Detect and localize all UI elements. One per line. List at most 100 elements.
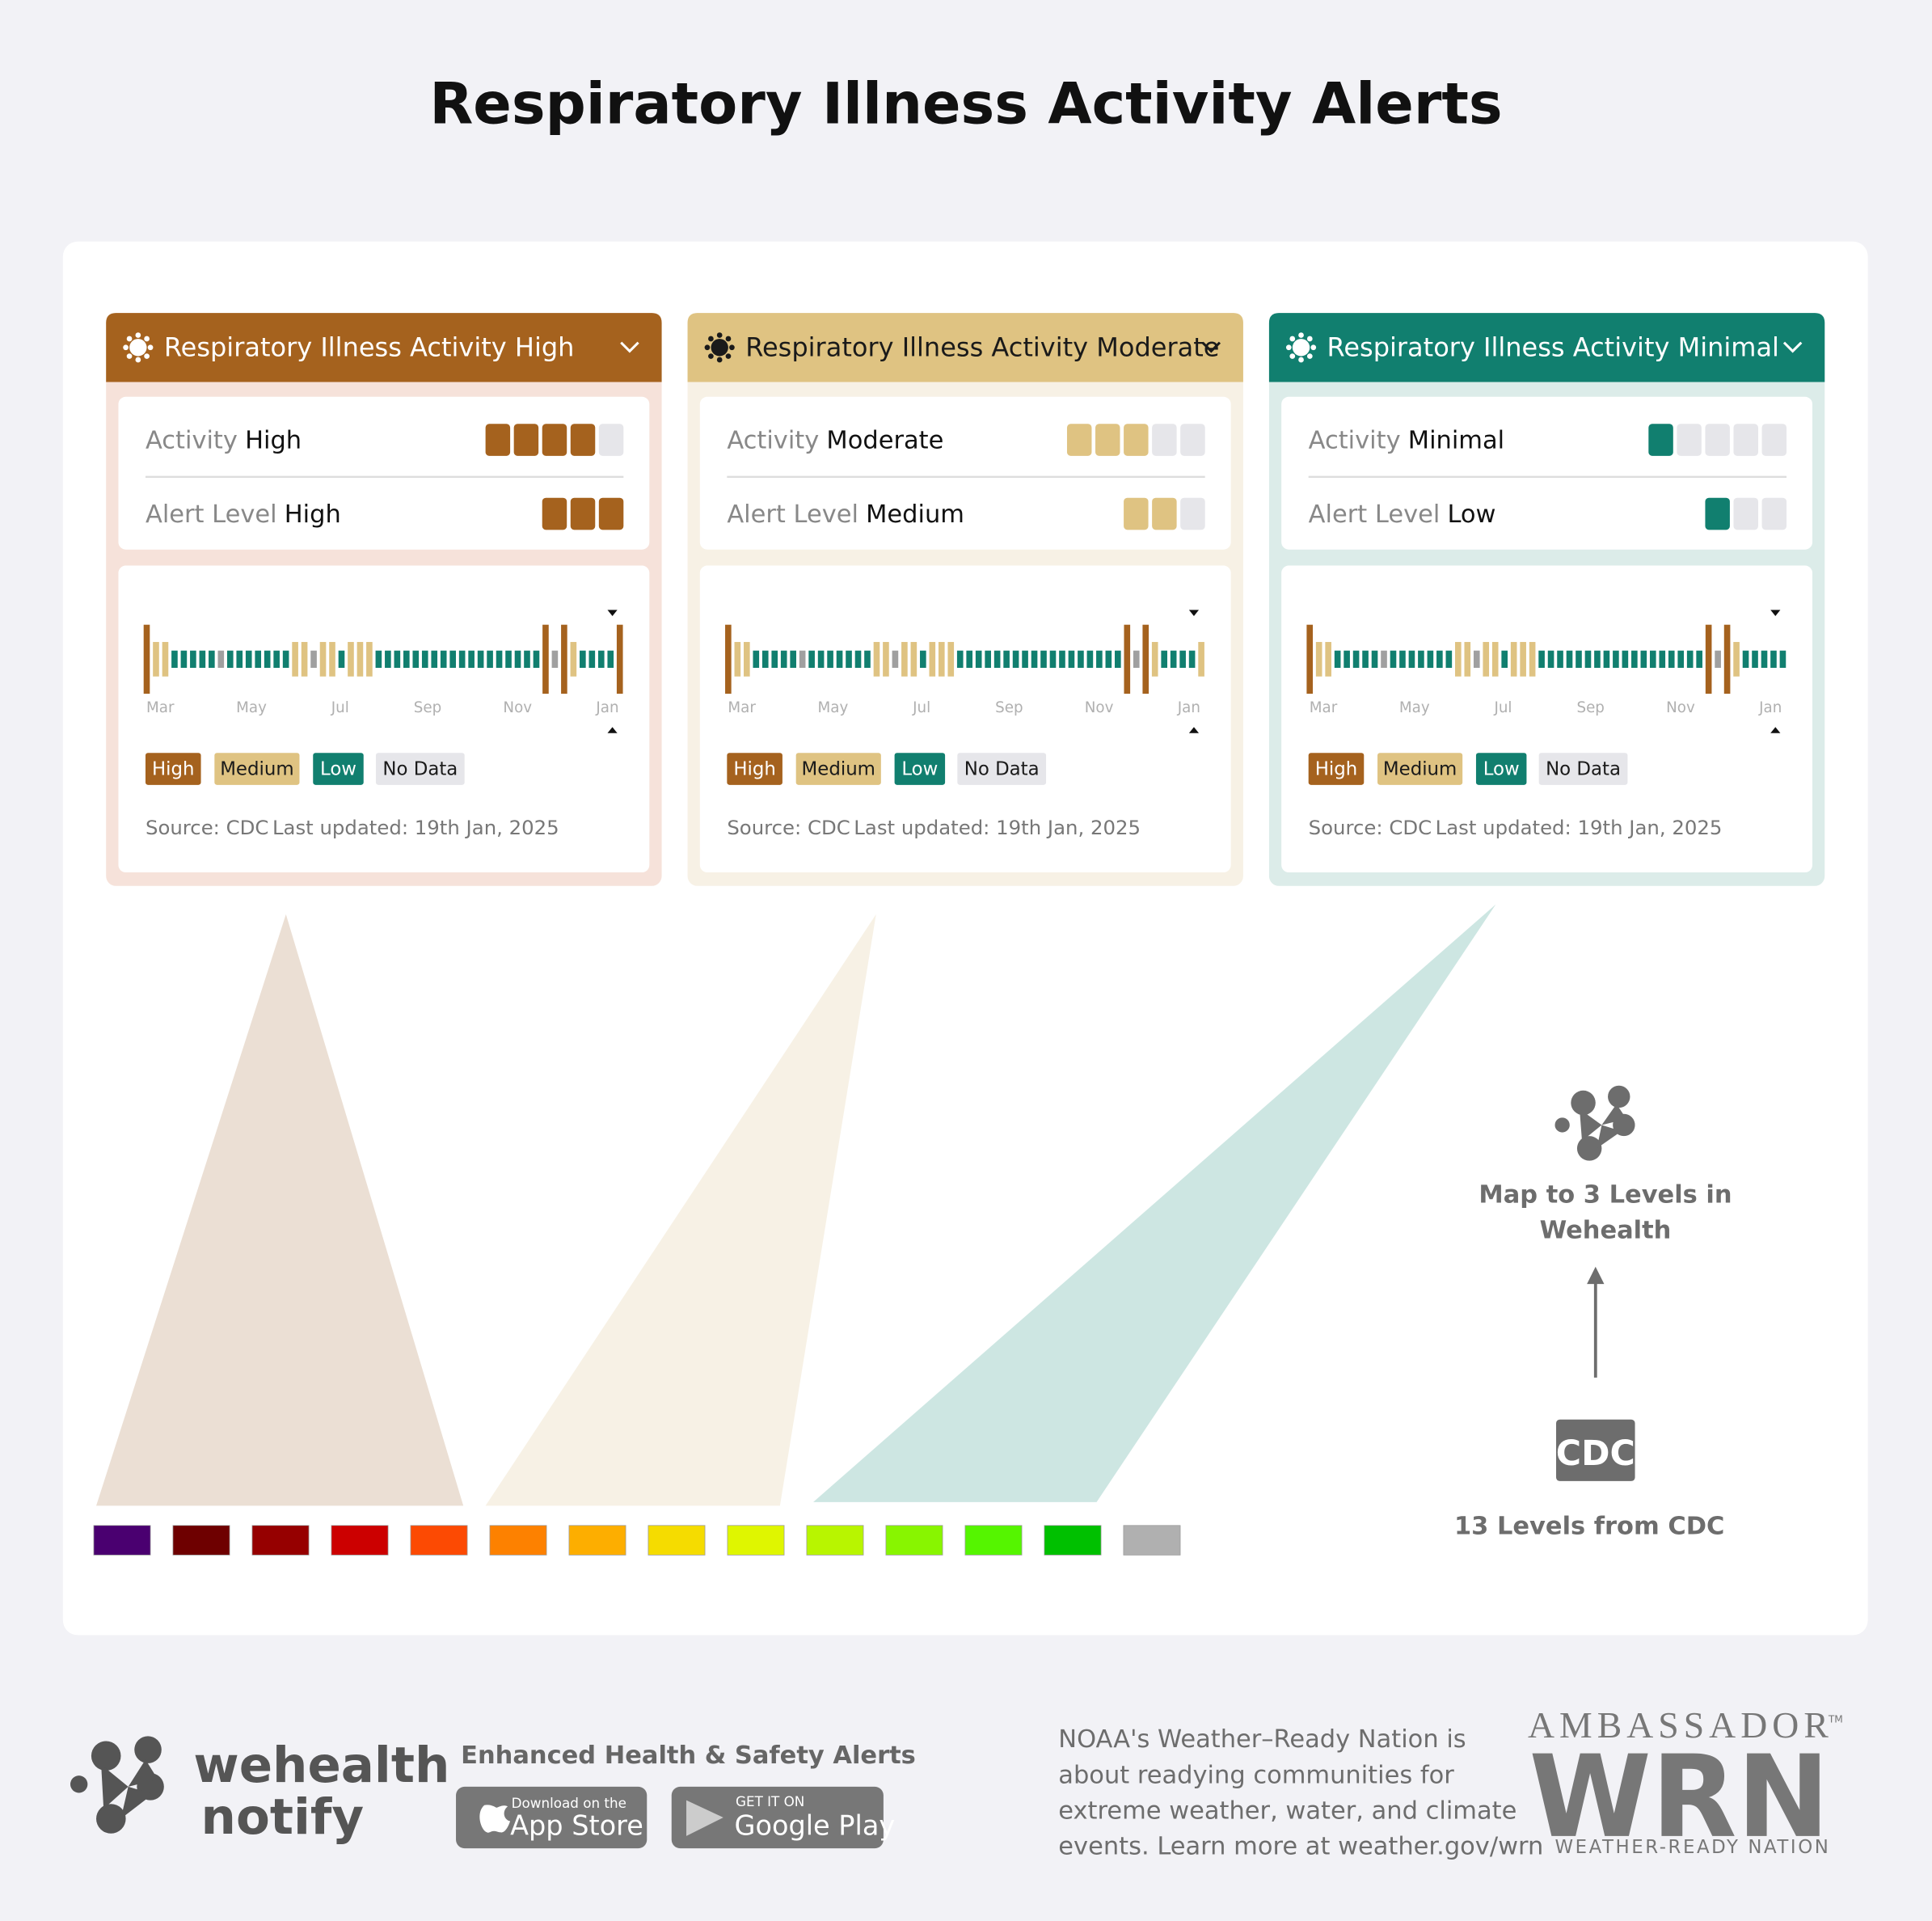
timeline-bar xyxy=(542,624,549,695)
status-row: Alert Level Medium xyxy=(727,500,964,529)
timeline-bar xyxy=(1031,650,1038,669)
timeline-bar xyxy=(273,650,280,669)
cdc-level xyxy=(964,1525,1023,1556)
timeline-bar xyxy=(551,650,559,669)
timeline-bar xyxy=(1538,650,1545,669)
timeline-bar xyxy=(1603,650,1610,669)
virus-icon xyxy=(126,353,133,359)
timeline-bar xyxy=(1705,624,1712,695)
timeline-bar xyxy=(920,650,926,669)
status-row: Activity Minimal xyxy=(1309,427,1504,455)
virus-icon xyxy=(1298,332,1304,338)
meter-segment xyxy=(1180,497,1205,530)
timeline-bar xyxy=(487,650,493,669)
timeline-bar xyxy=(846,650,852,669)
month-label: Mar xyxy=(728,699,756,716)
month-label: Jul xyxy=(912,699,930,716)
mapping-text: Map to 3 Levels in xyxy=(1479,1180,1732,1209)
month-label: Nov xyxy=(503,699,532,716)
timeline-bar xyxy=(790,650,796,669)
marker xyxy=(1188,727,1200,733)
virus-icon xyxy=(716,332,723,338)
timeline-bar xyxy=(505,650,512,669)
timeline-bar xyxy=(412,650,420,669)
virus-icon xyxy=(1289,353,1296,359)
timeline-bar xyxy=(1188,650,1196,669)
timeline-bar xyxy=(1520,642,1526,677)
timeline-bar xyxy=(431,650,438,669)
month-label: Jul xyxy=(331,699,349,716)
timeline-bar xyxy=(477,650,484,669)
timeline-bar xyxy=(938,642,945,677)
source: Source: CDC xyxy=(146,816,269,839)
cdc-level xyxy=(568,1525,626,1556)
month-label: Jan xyxy=(1177,699,1200,716)
status-value: Medium xyxy=(866,500,964,529)
month-label: Jan xyxy=(595,699,618,716)
legend-chip xyxy=(727,753,783,785)
month-label: Mar xyxy=(1310,699,1338,716)
timeline-bar xyxy=(1049,650,1057,669)
timeline-bar xyxy=(588,650,596,669)
timeline-bar xyxy=(1686,650,1694,669)
status-value: Low xyxy=(1447,500,1495,529)
timeline-bar xyxy=(1408,650,1415,669)
timeline-bar xyxy=(236,650,243,669)
timeline-bar xyxy=(1003,650,1010,669)
virus-icon xyxy=(708,336,714,342)
card-header xyxy=(106,313,662,382)
meter-segment xyxy=(598,424,624,456)
timeline-bar xyxy=(1352,650,1360,669)
status-row: Activity Moderate xyxy=(727,427,943,455)
timeline-bar xyxy=(1022,650,1028,669)
card-title: Respiratory Illness Activity Minimal xyxy=(1327,331,1779,362)
google-play-button[interactable] xyxy=(671,1786,884,1849)
brand: wehealth xyxy=(193,1737,449,1794)
timeline-bar xyxy=(883,642,889,677)
timeline-bar xyxy=(1012,650,1019,669)
legend-label: No Data xyxy=(964,759,1040,780)
timeline-bar xyxy=(947,642,955,677)
virus-icon xyxy=(123,344,129,351)
app-store-button[interactable] xyxy=(456,1786,648,1849)
timeline-bar xyxy=(440,650,447,669)
timeline-bar xyxy=(725,624,732,695)
timeline-bar xyxy=(301,642,308,677)
month-label: May xyxy=(818,699,849,716)
legend-chip xyxy=(957,753,1047,785)
timeline-bar xyxy=(1334,650,1341,669)
timeline-bar xyxy=(1696,650,1702,669)
legend-chip xyxy=(1475,753,1527,785)
virus-icon xyxy=(135,332,141,338)
status-label: Alert Level xyxy=(727,500,858,529)
status-value: High xyxy=(285,500,341,529)
timeline-bar xyxy=(1715,650,1721,669)
timeline-bar xyxy=(901,642,908,677)
timeline-bar xyxy=(1464,642,1471,677)
timeline-bar xyxy=(1529,642,1536,677)
card-header xyxy=(687,313,1243,382)
timeline-bar xyxy=(226,650,234,669)
timeline-bar xyxy=(985,650,991,669)
month-label: May xyxy=(236,699,267,716)
timeline-bar xyxy=(817,650,825,669)
timeline-bar xyxy=(580,650,586,669)
timeline-bar xyxy=(1362,650,1369,669)
timeline-bar xyxy=(1344,650,1350,669)
timeline-bar xyxy=(1761,650,1768,669)
virus-icon xyxy=(1298,357,1304,363)
month-label: Nov xyxy=(1085,699,1114,716)
timeline-bar xyxy=(1557,650,1563,669)
timeline-bar xyxy=(864,650,871,669)
status-value: High xyxy=(245,427,302,455)
legend-chip xyxy=(214,753,300,785)
timeline-bar xyxy=(854,650,862,669)
timeline-bar xyxy=(1779,650,1786,669)
timeline-bar xyxy=(403,650,410,669)
virus-icon xyxy=(144,336,150,342)
timeline-bar xyxy=(264,650,271,669)
timeline-bar xyxy=(836,650,843,669)
timeline-bar xyxy=(496,650,503,669)
meter-segment xyxy=(1705,497,1730,530)
timeline-bar xyxy=(1399,650,1406,669)
